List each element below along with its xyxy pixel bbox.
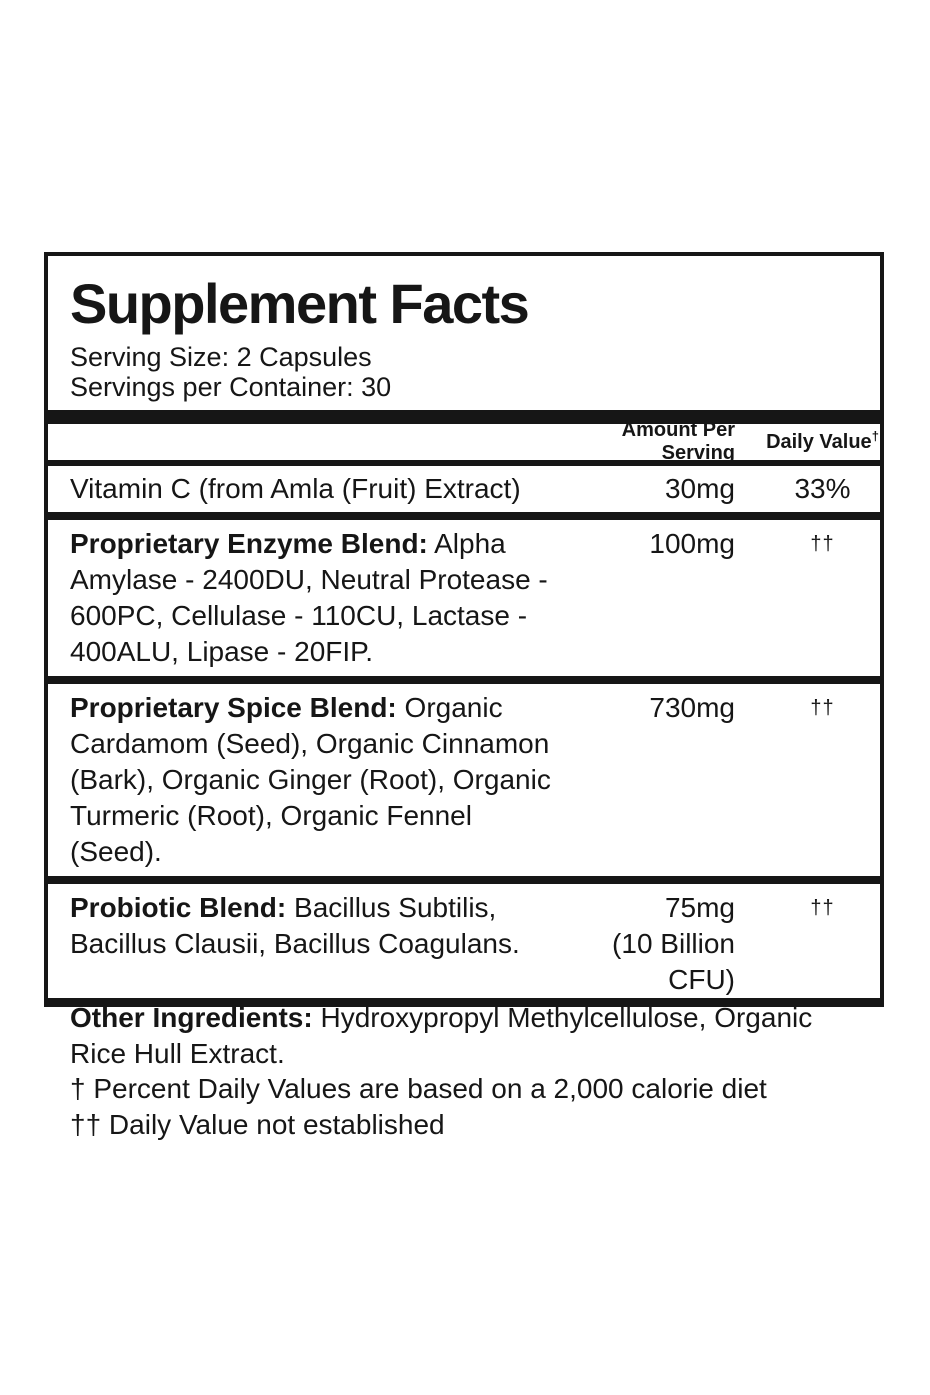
daily-value-column-header: Daily Value† [735,427,880,454]
footnotes: Other Ingredients: Hydroxypropyl Methylc… [70,1000,856,1142]
dagger-superscript: † [871,427,879,443]
ingredient-amount: 75mg (10 Billion CFU) [583,890,735,998]
ingredient-daily-value: †† [810,897,835,919]
supplement-facts-panel: Supplement Facts Serving Size: 2 Capsule… [44,252,884,1007]
table-row-probiotic-blend: Probiotic Blend: Bacillus Subtilis, Baci… [48,876,880,998]
amount-line: (10 Billion [612,928,735,959]
panel-header: Supplement Facts Serving Size: 2 Capsule… [48,256,880,410]
header-separator-bar [48,410,880,424]
ingredient-daily-value: †† [810,697,835,719]
other-ingredients-label: Other Ingredients: [70,1002,313,1033]
ingredient-name: Probiotic Blend: Bacillus Subtilis, Baci… [48,890,583,998]
amount-line: 75mg [664,892,735,923]
table-row-vitamin-c: Vitamin C (from Amla (Fruit) Extract) 30… [48,460,880,512]
ingredient-amount: 30mg [664,473,735,504]
ingredient-name: Proprietary Enzyme Blend: Alpha Amylase … [48,526,583,670]
other-ingredients-detail: Hydroxypropyl Methylcellulose, Organic R… [70,1002,813,1069]
column-header-row: Amount Per Serving Daily Value† [48,419,880,464]
servings-per-container-text: Servings per Container: 30 [70,372,392,402]
ingredient-name-bold: Proprietary Enzyme Blend: [70,528,428,559]
ingredient-amount: 100mg [649,528,735,559]
ingredient-name-bold: Proprietary Spice Blend: [70,692,397,723]
daily-value-label: Daily Value [766,430,872,453]
percent-daily-value-footnote: † Percent Daily Values are based on a 2,… [70,1073,767,1104]
table-row-enzyme-blend: Proprietary Enzyme Blend: Alpha Amylase … [48,512,880,676]
serving-size-text: Serving Size: 2 Capsules [70,342,372,372]
table-row-spice-blend: Proprietary Spice Blend: Organic Cardamo… [48,676,880,876]
amount-per-serving-column-header: Amount Per Serving [621,419,735,464]
daily-value-not-established-footnote: †† Daily Value not established [70,1108,445,1140]
ingredient-amount: 730mg [649,692,735,723]
ingredient-name: Proprietary Spice Blend: Organic Cardamo… [48,690,583,870]
page-title: Supplement Facts [70,272,530,335]
amount-line: CFU) [668,964,735,995]
ingredient-name-detail: Alpha Amylase - 2400DU, Neutral Protease… [70,528,548,667]
ingredient-name-detail: Bacillus Subtilis, Bacillus Clausii, Bac… [70,892,520,959]
ingredient-daily-value: †† [810,533,835,555]
other-ingredients-text: Other Ingredients: Hydroxypropyl Methylc… [70,1000,856,1071]
ingredient-name: Vitamin C (from Amla (Fruit) Extract) [70,473,521,504]
ingredient-daily-value: 33% [794,473,851,504]
ingredient-name-detail: Organic Cardamom (Seed), Organic Cinnamo… [70,692,551,867]
ingredient-name-bold: Probiotic Blend: [70,892,287,923]
